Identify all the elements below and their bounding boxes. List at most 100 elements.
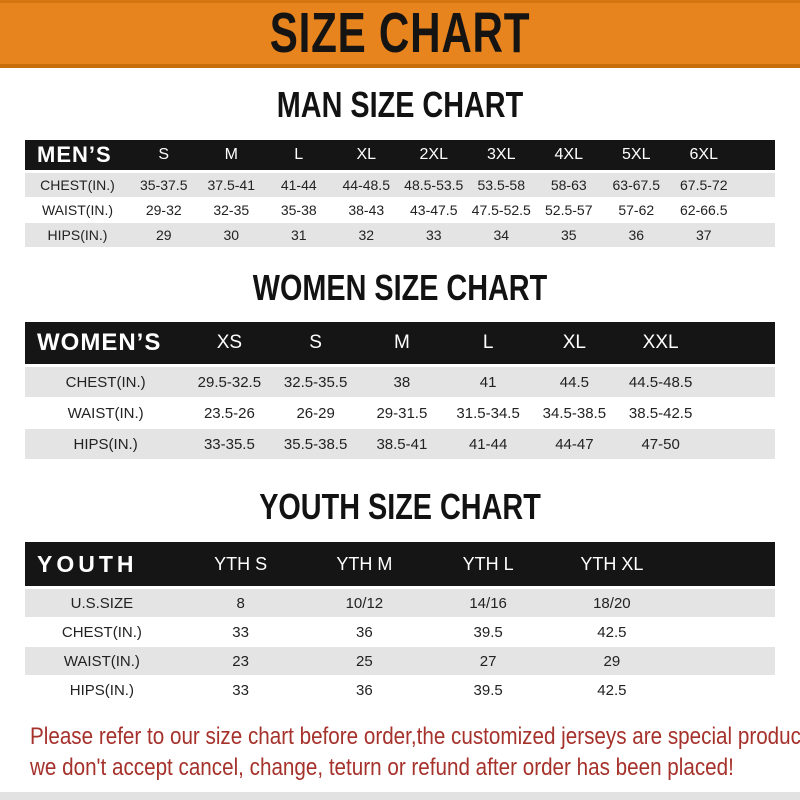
men-size-table: MEN’S S M L XL 2XL 3XL 4XL 5XL 6XL CHEST(IN.) 35-37… — [25, 140, 775, 247]
size-value-cell: 33-35.5 — [203, 435, 255, 453]
table-row: HIPS(IN.) 33-35.5 35.5-38.5 38.5-41 41-44 44-… — [25, 429, 775, 459]
size-value-cell: 44-48.5 — [342, 177, 390, 193]
table-header-row: MEN’S S M L XL 2XL 3XL 4XL 5XL 6XL — [25, 140, 775, 170]
men-section-title: MAN SIZE CHART — [276, 84, 524, 125]
size-column-header: M — [393, 332, 410, 353]
size-value-cell: 26-29 — [296, 404, 335, 422]
size-value-cell: 23 — [232, 652, 249, 670]
table-row: HIPS(IN.) 33 36 39.5 42.5 — [25, 676, 775, 704]
row-label-cell: CHEST(IN.) — [61, 623, 142, 641]
size-value-cell: 39.5 — [473, 681, 503, 699]
row-label-cell: WAIST(IN.) — [63, 652, 140, 670]
size-value-cell: 67.5-72 — [680, 177, 728, 193]
youth-section-title: YOUTH SIZE CHART — [259, 486, 541, 527]
size-value-cell: 44.5-48.5 — [628, 373, 693, 391]
table-row: WAIST(IN.) 23 25 27 29 — [25, 647, 775, 675]
footer-note: Please refer to our size chart before or… — [0, 721, 800, 783]
table-name-cell: MEN’S — [37, 142, 112, 167]
size-value-cell: 38.5-41 — [376, 435, 428, 453]
size-column-header: S — [158, 146, 170, 163]
size-value-cell: 33 — [425, 227, 442, 243]
size-value-cell: 38 — [393, 373, 411, 391]
size-value-cell: 29-31.5 — [376, 404, 428, 422]
size-column-header: 6XL — [689, 146, 718, 163]
table-row: U.S.SIZE 8 10/12 14/16 18/20 — [25, 589, 775, 617]
table-row: WAIST(IN.) 29-32 32-35 35-38 38-43 43-47.5 47.… — [25, 198, 775, 222]
size-column-header: L — [482, 332, 494, 353]
size-column-header: L — [294, 146, 304, 163]
row-label-cell: CHEST(IN.) — [65, 373, 146, 391]
size-value-cell: 41 — [479, 373, 497, 391]
size-value-cell: 36 — [356, 681, 373, 699]
banner-title: SIZE CHART — [269, 1, 531, 65]
row-label-cell: CHEST(IN.) — [40, 177, 115, 193]
size-value-cell: 42.5 — [597, 681, 627, 699]
size-value-cell: 58-63 — [550, 177, 587, 193]
size-value-cell: 37 — [695, 227, 712, 243]
size-value-cell: 33 — [232, 681, 249, 699]
size-value-cell: 29.5-32.5 — [197, 373, 262, 391]
size-value-cell: 14/16 — [469, 594, 507, 612]
size-column-header: YTH XL — [580, 553, 644, 574]
youth-size-table: YOUTH YTH S YTH M YTH L YTH XL U.S.SIZE 8 10/12… — [25, 542, 775, 704]
row-label-cell: U.S.SIZE — [70, 594, 134, 612]
row-label-cell: HIPS(IN.) — [47, 227, 108, 243]
size-value-cell: 42.5 — [597, 623, 627, 641]
size-value-cell: 63-67.5 — [612, 177, 660, 193]
size-value-cell: 32 — [358, 227, 375, 243]
size-value-cell: 34.5-38.5 — [542, 404, 607, 422]
size-value-cell: 36 — [628, 227, 645, 243]
table-row: CHEST(IN.) 35-37.5 37.5-41 41-44 44-48.5 48.5… — [25, 173, 775, 197]
table-row: CHEST(IN.) 29.5-32.5 32.5-35.5 38 41 44.5 44.5… — [25, 367, 775, 397]
women-section-title: WOMEN SIZE CHART — [252, 267, 548, 308]
size-value-cell: 36 — [356, 623, 373, 641]
size-value-cell: 32-35 — [213, 202, 250, 218]
size-value-cell: 18/20 — [593, 594, 631, 612]
size-column-header: 2XL — [419, 146, 448, 163]
size-value-cell: 23.5-26 — [203, 404, 255, 422]
size-value-cell: 29 — [155, 227, 172, 243]
size-value-cell: 25 — [356, 652, 373, 670]
size-value-cell: 27 — [479, 652, 497, 670]
row-label-cell: WAIST(IN.) — [41, 202, 114, 218]
banner: SIZE CHART — [0, 0, 800, 68]
size-value-cell: 52.5-57 — [545, 202, 593, 218]
size-value-cell: 31 — [290, 227, 307, 243]
size-value-cell: 34 — [493, 227, 510, 243]
size-value-cell: 41-44 — [468, 435, 508, 453]
size-value-cell: 62-66.5 — [680, 202, 728, 218]
size-column-header: 5XL — [622, 146, 651, 163]
size-column-header: XXL — [642, 332, 679, 353]
size-value-cell: 33 — [232, 623, 249, 641]
size-value-cell: 41-44 — [280, 177, 317, 193]
size-value-cell: 35 — [560, 227, 577, 243]
table-name-cell: YOUTH — [37, 550, 138, 577]
size-column-header: 3XL — [487, 146, 516, 163]
size-value-cell: 39.5 — [473, 623, 503, 641]
table-header-row: YOUTH YTH S YTH M YTH L YTH XL — [25, 542, 775, 586]
size-column-header: XL — [356, 146, 377, 163]
size-value-cell: 38.5-42.5 — [628, 404, 693, 422]
size-value-cell: 29-32 — [145, 202, 182, 218]
table-row: WAIST(IN.) 23.5-26 26-29 29-31.5 31.5-34.5 34… — [25, 398, 775, 428]
row-label-cell: WAIST(IN.) — [67, 404, 144, 422]
size-value-cell: 32.5-35.5 — [283, 373, 348, 391]
size-value-cell: 29 — [603, 652, 621, 670]
table-row: HIPS(IN.) 29 30 31 32 33 34 35 36 37 — [25, 223, 775, 247]
size-column-header: XS — [216, 332, 243, 353]
footer-note-line1: Please refer to our size chart before or… — [30, 723, 800, 750]
size-value-cell: 48.5-53.5 — [404, 177, 464, 193]
size-column-header: XL — [562, 332, 586, 353]
footer-note-line2: we don't accept cancel, change, teturn o… — [30, 754, 734, 781]
size-value-cell: 53.5-58 — [477, 177, 525, 193]
size-column-header: M — [224, 146, 238, 163]
size-value-cell: 57-62 — [618, 202, 655, 218]
size-column-header: S — [309, 332, 322, 353]
size-column-header: YTH L — [462, 553, 514, 574]
size-value-cell: 35.5-38.5 — [283, 435, 348, 453]
size-value-cell: 44-47 — [555, 435, 594, 453]
size-column-header: 4XL — [554, 146, 583, 163]
size-column-header: YTH S — [214, 553, 268, 574]
table-name-cell: WOMEN’S — [37, 329, 162, 356]
size-value-cell: 8 — [236, 594, 245, 612]
